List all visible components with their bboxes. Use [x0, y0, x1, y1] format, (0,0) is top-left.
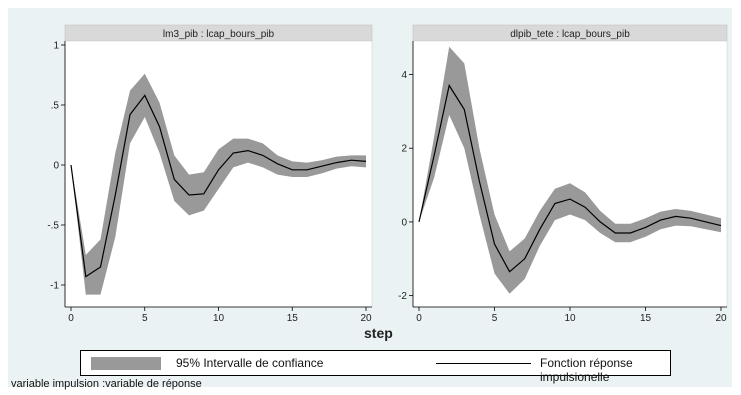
panel-2-title: dlpib_tete : lcap_bours_pib: [510, 29, 630, 40]
panel-2-ytick-label: 4: [401, 70, 407, 81]
panel-1-xtick-label: 20: [360, 313, 372, 324]
panel-1-response-line: [70, 94, 367, 278]
legend-band-swatch: [91, 357, 161, 370]
footnote: variable impulsion :variable de réponse: [11, 378, 202, 390]
panel-1-title: lm3_pib : lcap_bours_pib: [163, 29, 275, 40]
panel-1-confidence-band: [71, 73, 366, 295]
panel-2-ytick-label: 0: [401, 217, 407, 228]
panel-2-ytick-label: -2: [398, 291, 407, 302]
panel-1-xtick-label: 15: [287, 313, 299, 324]
panel-1-xtick-label: 10: [213, 313, 225, 324]
panel-1-ytick-label: 1: [53, 41, 59, 52]
panel-2-xtick-label: 10: [564, 313, 576, 324]
impulse-response-panels: lm3_pib : lcap_bours_pib 1 .5 0 -.5 -1 0 5 10 15 2…: [47, 24, 728, 324]
panel-2-xtick-label: 15: [640, 313, 652, 324]
legend: 95% Intervalle de confiance Fonction rép…: [80, 350, 671, 384]
panel-2-confidence-band: [419, 46, 721, 294]
x-axis-label: step: [364, 325, 393, 341]
panel-1-ytick-label: .5: [51, 101, 60, 112]
legend-line-label: Fonction réponse impulsionelle: [540, 356, 633, 384]
panel-2-xtick-label: 5: [492, 313, 498, 324]
panel-1-ytick-label: 0: [53, 161, 59, 172]
legend-line-swatch: [436, 363, 531, 364]
panel-1-ytick-label: -.5: [47, 221, 59, 232]
panel-1-ytick-label: -1: [50, 281, 59, 292]
panel-1-xtick-label: 0: [68, 313, 74, 324]
graph-frame: lm3_pib : lcap_bours_pib 1 .5 0 -.5 -1 0 5 10 15 2…: [8, 8, 732, 390]
panel-2-response-line: [418, 83, 722, 273]
panel-1-xtick-label: 5: [142, 313, 148, 324]
panel-2-ytick-label: 2: [401, 144, 407, 155]
legend-band-label: 95% Intervalle de confiance: [176, 356, 324, 370]
panel-2-xtick-label: 20: [715, 313, 727, 324]
panel-2-xtick-label: 0: [416, 313, 422, 324]
